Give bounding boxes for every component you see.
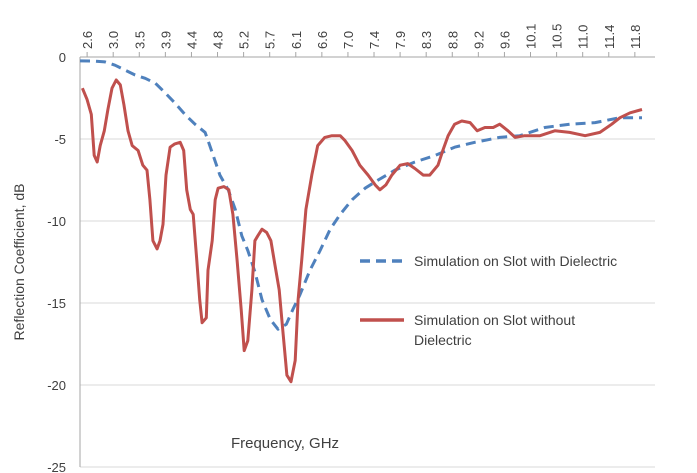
x-axis-title: Frequency, GHz xyxy=(231,435,339,452)
y-axis-title: Reflection Coefficient, dB xyxy=(11,184,27,341)
x-tick-label: 10.5 xyxy=(550,24,565,49)
y-tick-label: -25 xyxy=(47,460,66,473)
series-line xyxy=(79,59,642,331)
x-tick-label: 6.1 xyxy=(289,31,304,49)
legend-label: Simulation on Slot without Dielectric xyxy=(414,312,576,348)
x-tick-label: 9.2 xyxy=(471,31,486,49)
x-tick-label: 6.6 xyxy=(315,31,330,49)
y-tick-label: -10 xyxy=(47,214,66,229)
x-tick-label: 8.3 xyxy=(419,31,434,49)
x-tick-label: 3.9 xyxy=(158,31,173,49)
y-tick-label: -15 xyxy=(47,296,66,311)
legend-item: Simulation on Slot with Dielectric xyxy=(358,251,678,271)
x-tick-label: 8.8 xyxy=(445,31,460,49)
legend-item: Simulation on Slot without Dielectric xyxy=(358,310,638,350)
x-tick-label: 4.8 xyxy=(211,31,226,49)
x-tick-label: 10.1 xyxy=(524,24,539,49)
x-tick-label: 7.4 xyxy=(367,31,382,49)
x-tick-label: 11.8 xyxy=(628,25,643,49)
x-tick-label: 4.4 xyxy=(184,31,199,49)
x-tick-label: 3.5 xyxy=(132,31,147,49)
legend-label: Simulation on Slot with Dielectric xyxy=(414,253,618,269)
legend-swatch xyxy=(360,259,404,263)
x-tick-label: 11.0 xyxy=(576,25,591,49)
x-tick-label: 2.6 xyxy=(80,31,95,49)
x-tick-label: 9.6 xyxy=(497,31,512,49)
x-tick-label: 7.0 xyxy=(341,31,356,49)
x-tick-label: 7.9 xyxy=(393,31,408,49)
x-tick-label: 5.7 xyxy=(263,31,278,49)
series-line xyxy=(81,78,643,384)
y-tick-label: 0 xyxy=(59,50,66,65)
y-tick-label: -20 xyxy=(47,378,66,393)
x-tick-label: 5.2 xyxy=(237,31,252,49)
legend-swatch xyxy=(360,318,404,322)
x-tick-label: 3.0 xyxy=(106,31,121,49)
x-tick-label: 11.4 xyxy=(602,25,617,49)
y-tick-label: -5 xyxy=(54,132,66,147)
